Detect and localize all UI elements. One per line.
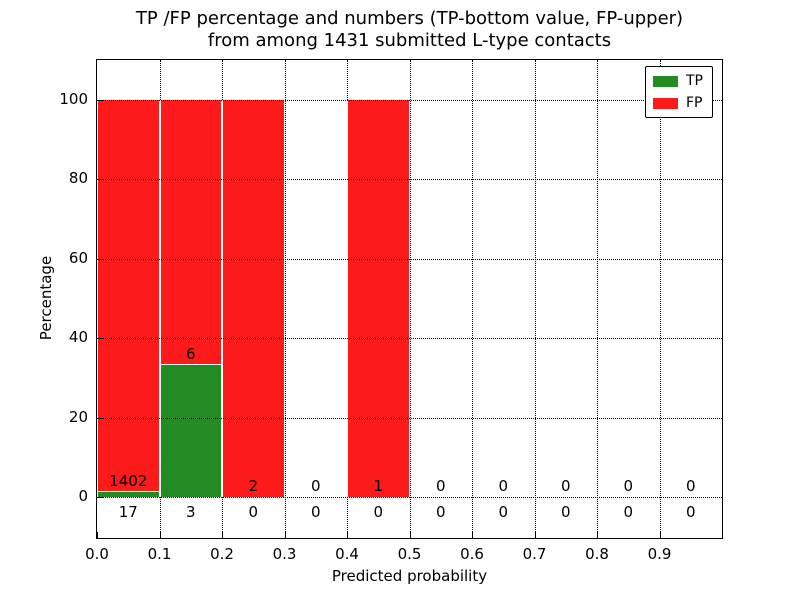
x-tick-mark [534, 532, 536, 538]
y-tick-mark [97, 179, 103, 181]
x-tick-mark [159, 532, 161, 538]
legend: TP FP [645, 66, 713, 118]
y-tick-mark [97, 100, 103, 101]
tp-bar [97, 492, 160, 497]
tp-count-label: 0 [310, 503, 321, 521]
x-tick-mark [222, 532, 223, 538]
fp-count-label: 1402 [109, 472, 148, 491]
tp-count-label: 0 [435, 503, 446, 521]
gridline-vertical [597, 60, 598, 538]
tp-count-label: 3 [185, 503, 196, 521]
y-tick-label: 100 [59, 90, 88, 108]
gridline-horizontal [97, 417, 722, 419]
tp-bar [159, 364, 222, 497]
x-tick-mark [597, 532, 598, 538]
y-tick-label: 20 [68, 407, 88, 426]
tp-count-label: 0 [248, 503, 259, 521]
plot-area: 1402 17 6 3 2 0 0 0 1 0 0 0 0 0 0 0 0 0 0 0 [96, 59, 723, 539]
gridline-horizontal [97, 258, 722, 260]
fp-count-label: 0 [310, 477, 321, 495]
x-tick-label: 0.7 [522, 545, 547, 563]
x-tick-mark [472, 532, 473, 538]
x-tick-label: 0.2 [210, 545, 234, 563]
fp-count-label: 0 [685, 477, 696, 495]
x-tick-label: 0.0 [85, 545, 109, 563]
legend-item-tp: TP [653, 74, 705, 88]
gridline-vertical [534, 60, 536, 538]
chart-title: TP /FP percentage and numbers (TP-bottom… [97, 8, 722, 52]
x-tick-label: 0.4 [335, 545, 359, 563]
tp-count-label: 0 [498, 503, 509, 521]
gridline-vertical [472, 60, 473, 538]
fp-count-label: 0 [623, 477, 634, 495]
chart-title-line2: from among 1431 submitted L-type contact… [207, 30, 612, 51]
chart-title-line1: TP /FP percentage and numbers (TP-bottom… [135, 8, 684, 29]
gridline-horizontal [97, 179, 722, 181]
x-tick-mark [409, 532, 411, 538]
x-tick-label: 0.8 [585, 545, 609, 563]
x-tick-mark [347, 532, 348, 538]
gridline-vertical [659, 60, 661, 538]
y-tick-mark [97, 338, 103, 340]
legend-label-tp: TP [686, 73, 703, 89]
x-axis-title: Predicted probability [331, 567, 488, 585]
fp-bar [347, 100, 410, 497]
y-tick-mark [97, 258, 103, 260]
fp-count-label: 0 [560, 477, 571, 495]
tp-count-label: 0 [685, 503, 696, 521]
fp-count-label: 1 [373, 477, 384, 495]
tp-count-label: 0 [560, 503, 571, 521]
x-tick-mark [97, 532, 98, 538]
tp-count-label: 17 [118, 503, 138, 521]
legend-label-fp: FP [686, 95, 703, 111]
x-tick-label: 0.5 [397, 545, 422, 563]
y-tick-mark [97, 417, 103, 419]
fp-count-label: 0 [435, 477, 446, 495]
x-tick-label: 0.6 [460, 545, 484, 563]
fp-swatch-icon [653, 97, 678, 109]
x-tick-label: 0.9 [647, 545, 672, 563]
fp-bar [159, 100, 222, 365]
fp-bar [222, 100, 285, 497]
gridline-vertical [409, 60, 411, 538]
y-tick-label: 60 [68, 248, 88, 267]
y-tick-label: 40 [68, 328, 88, 347]
fp-bar [97, 100, 160, 493]
tp-swatch-icon [653, 75, 678, 87]
y-tick-label: 0 [78, 487, 88, 505]
x-tick-mark [284, 532, 286, 538]
x-tick-label: 0.3 [272, 545, 297, 563]
gridline-horizontal [97, 338, 722, 340]
gridline-horizontal [97, 497, 722, 498]
legend-item-fp: FP [653, 96, 705, 110]
y-tick-mark [97, 497, 103, 498]
tp-count-label: 0 [373, 503, 384, 521]
fp-count-label: 6 [185, 344, 196, 363]
tp-count-label: 0 [623, 503, 634, 521]
x-tick-label: 0.1 [147, 545, 172, 563]
fp-count-label: 0 [498, 477, 509, 495]
x-tick-mark [659, 532, 661, 538]
gridline-vertical [284, 60, 286, 538]
y-tick-label: 80 [68, 169, 88, 188]
fp-count-label: 2 [248, 477, 259, 495]
gridline-horizontal [97, 100, 722, 101]
